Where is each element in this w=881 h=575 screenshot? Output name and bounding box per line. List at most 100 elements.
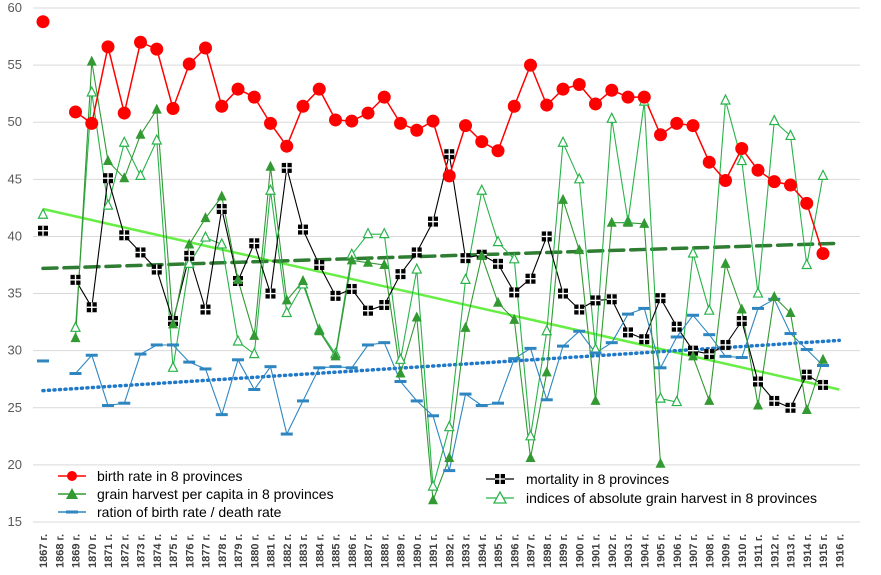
data-point-grain-harvest [753,399,763,410]
data-point-birth-rate [329,113,342,127]
data-point-birth-rate [182,57,196,71]
data-point-birth-rate [475,135,489,149]
data-point-birth-rate [621,90,635,104]
data-point-indices [443,420,455,432]
data-point-mortality [769,395,780,406]
data-point-indices [768,114,780,126]
data-point-ratio [297,399,309,403]
x-tick-label: 1890 г. [412,534,424,568]
data-point-mortality [298,224,308,235]
y-tick-label: 55 [8,57,22,72]
data-point-indices [248,347,260,359]
data-point-birth-rate [784,178,797,192]
y-tick-label: 25 [8,400,22,415]
data-point-ratio [459,392,472,396]
series-line-birth-rate-in-8-provinces [75,41,824,254]
data-point-mortality [444,149,455,160]
data-point-ratio [69,372,82,376]
legend-item-indices: indices of absolute grain harvest in 8 p… [486,490,817,506]
legend-label-mortality: mortality in 8 provinces [526,471,669,487]
data-point-mortality [818,379,828,390]
data-point-ratio [199,367,212,371]
data-point-mortality [314,260,325,270]
legend-label-grain-harvest: grain harvest per capita in 8 provinces [97,486,334,502]
data-point-ratio [654,366,667,370]
data-point-mortality [704,349,715,360]
y-tick-label: 40 [8,228,22,243]
data-point-grain-harvest [346,254,357,265]
data-point-grain-harvest [184,238,195,249]
y-axis-tick-labels: 15 20 25 30 35 40 45 50 55 60 [8,0,22,529]
data-point-mortality [541,231,552,242]
data-point-indices [752,286,764,298]
data-point-ratio [345,366,358,370]
data-point-indices [817,169,829,181]
x-tick-label: 1889 г. [396,534,408,568]
x-axis-tick-labels: 1867 г. 1868 г. 1869 г. 1870 г. 1871 г. 1872 … [38,534,846,568]
data-point-birth-rate [150,42,164,56]
data-point-ratio [329,365,342,369]
data-point-grain-harvest [216,190,227,201]
data-point-indices [801,258,813,270]
data-point-mortality [184,250,195,261]
data-point-indices [37,207,49,219]
y-tick-label: 20 [8,457,22,472]
data-point-ratio [817,364,829,368]
data-point-indices [281,306,293,318]
data-point-grain-harvest [70,332,81,343]
x-tick-label: 1908 г. [704,534,716,568]
x-tick-label: 1907 г. [688,534,700,568]
x-tick-label: 1905 г. [656,534,668,568]
x-tick-label: 1869 г. [71,534,83,568]
data-point-ratio [232,358,244,362]
x-tick-label: 1910 г. [737,534,749,568]
data-point-ratio [118,401,131,405]
legend-item-birth-rate: birth rate in 8 provinces [58,468,243,484]
data-point-grain-harvest [249,329,260,340]
x-tick-label: 1897 г. [526,534,538,568]
legend-square-marker [495,474,505,484]
data-point-ratio [589,351,602,355]
data-point-mortality [623,327,633,338]
data-point-birth-rate [312,82,326,96]
data-point-birth-rate [264,116,277,130]
data-point-indices [655,391,666,403]
data-point-grain-harvest [281,294,292,305]
data-point-ratio [280,432,293,436]
data-point-birth-rate [296,99,310,113]
y-tick-label: 35 [8,286,22,301]
trendline-grain-harvest-per-capita-in-8-provinces [41,241,841,271]
data-point-grain-harvest [265,160,276,171]
legend-label-ratio: ration of birth rate / death rate [97,504,282,520]
x-tick-label: 1902 г. [607,534,619,568]
data-point-grain-harvest [655,457,666,468]
data-point-indices [427,479,439,491]
data-point-grain-harvest [363,256,373,267]
data-point-mortality [379,299,390,310]
data-point-birth-rate [377,90,391,104]
data-point-birth-rate [686,119,700,133]
data-point-birth-rate [426,114,440,128]
data-point-ratio [800,348,813,352]
data-point-grain-harvest [395,367,406,378]
data-point-grain-harvest [623,216,633,227]
x-tick-label: 1878 г. [217,534,229,568]
data-point-indices [411,262,423,274]
data-point-birth-rate [767,175,781,189]
legend-circle-marker [67,471,77,481]
x-tick-label: 1898 г. [542,534,554,568]
data-point-indices [118,135,130,147]
data-point-ratio [102,403,114,407]
data-point-mortality [363,305,373,316]
data-point-birth-rate [134,35,147,49]
data-point-indices [135,169,146,181]
data-point-mortality [509,287,520,298]
data-point-indices [785,129,796,141]
x-tick-label: 1870 г. [87,534,99,568]
data-point-birth-rate [589,97,602,111]
data-point-mortality [200,304,211,315]
data-point-birth-rate [394,116,407,130]
x-tick-label: 1903 г. [623,534,635,568]
data-point-indices [183,257,195,268]
data-point-indices [70,320,81,332]
